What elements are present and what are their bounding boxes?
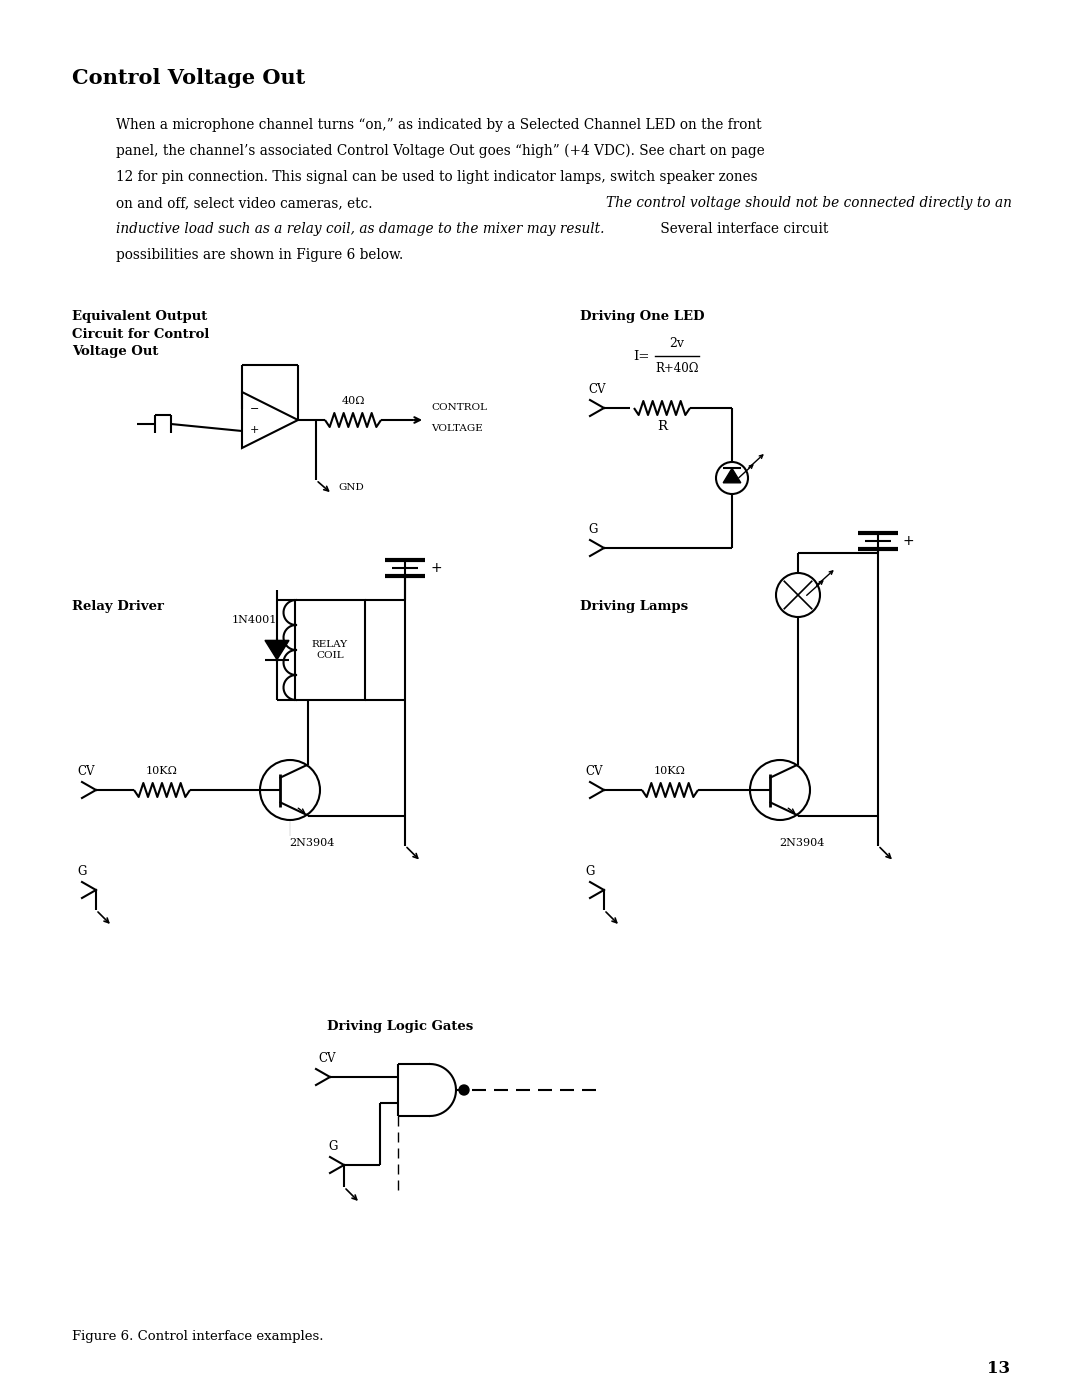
Text: possibilities are shown in Figure 6 below.: possibilities are shown in Figure 6 belo… <box>116 249 403 263</box>
Text: CV: CV <box>77 766 95 778</box>
Text: VOLTAGE: VOLTAGE <box>431 425 483 433</box>
Text: RELAY
COIL: RELAY COIL <box>312 640 348 661</box>
Text: G: G <box>585 865 594 877</box>
Text: CV: CV <box>318 1052 336 1065</box>
Text: Figure 6. Control interface examples.: Figure 6. Control interface examples. <box>72 1330 324 1343</box>
Text: I=: I= <box>633 349 649 362</box>
Text: Driving Lamps: Driving Lamps <box>580 599 688 613</box>
Text: 1N4001: 1N4001 <box>232 615 278 624</box>
Text: −: − <box>249 404 259 415</box>
Polygon shape <box>265 640 289 659</box>
Text: 13: 13 <box>987 1361 1010 1377</box>
Circle shape <box>459 1085 469 1095</box>
Text: on and off, select video cameras, etc.: on and off, select video cameras, etc. <box>116 196 377 210</box>
Text: When a microphone channel turns “on,” as indicated by a Selected Channel LED on : When a microphone channel turns “on,” as… <box>116 117 761 131</box>
Text: Control Voltage Out: Control Voltage Out <box>72 68 306 88</box>
Text: Driving One LED: Driving One LED <box>580 310 704 323</box>
Text: Several interface circuit: Several interface circuit <box>656 222 828 236</box>
Text: R+40Ω: R+40Ω <box>656 362 699 374</box>
Text: CV: CV <box>588 383 606 395</box>
Text: Driving Logic Gates: Driving Logic Gates <box>327 1020 473 1032</box>
Text: G: G <box>77 865 86 877</box>
Text: CONTROL: CONTROL <box>431 402 487 412</box>
Text: The control voltage should not be connected directly to an: The control voltage should not be connec… <box>606 196 1012 210</box>
Text: 10KΩ: 10KΩ <box>146 766 178 775</box>
Text: 2N3904: 2N3904 <box>289 838 335 848</box>
Text: 10KΩ: 10KΩ <box>654 766 686 775</box>
Text: +: + <box>430 562 442 576</box>
Text: 2N3904: 2N3904 <box>780 838 825 848</box>
Text: 12 for pin connection. This signal can be used to light indicator lamps, switch : 12 for pin connection. This signal can b… <box>116 170 758 184</box>
Text: inductive load such as a relay coil, as damage to the mixer may result.: inductive load such as a relay coil, as … <box>116 222 605 236</box>
Text: GND: GND <box>338 483 364 493</box>
Text: R: R <box>657 420 667 433</box>
Text: +: + <box>903 534 915 548</box>
Text: panel, the channel’s associated Control Voltage Out goes “high” (+4 VDC). See ch: panel, the channel’s associated Control … <box>116 144 765 158</box>
Text: CV: CV <box>585 766 603 778</box>
Text: 40Ω: 40Ω <box>341 395 365 407</box>
Polygon shape <box>724 468 741 483</box>
Text: +: + <box>249 425 259 434</box>
Text: 2v: 2v <box>670 337 685 351</box>
Text: Equivalent Output
Circuit for Control
Voltage Out: Equivalent Output Circuit for Control Vo… <box>72 310 210 358</box>
Text: G: G <box>588 522 597 536</box>
Text: Relay Driver: Relay Driver <box>72 599 164 613</box>
Text: G: G <box>328 1140 337 1153</box>
